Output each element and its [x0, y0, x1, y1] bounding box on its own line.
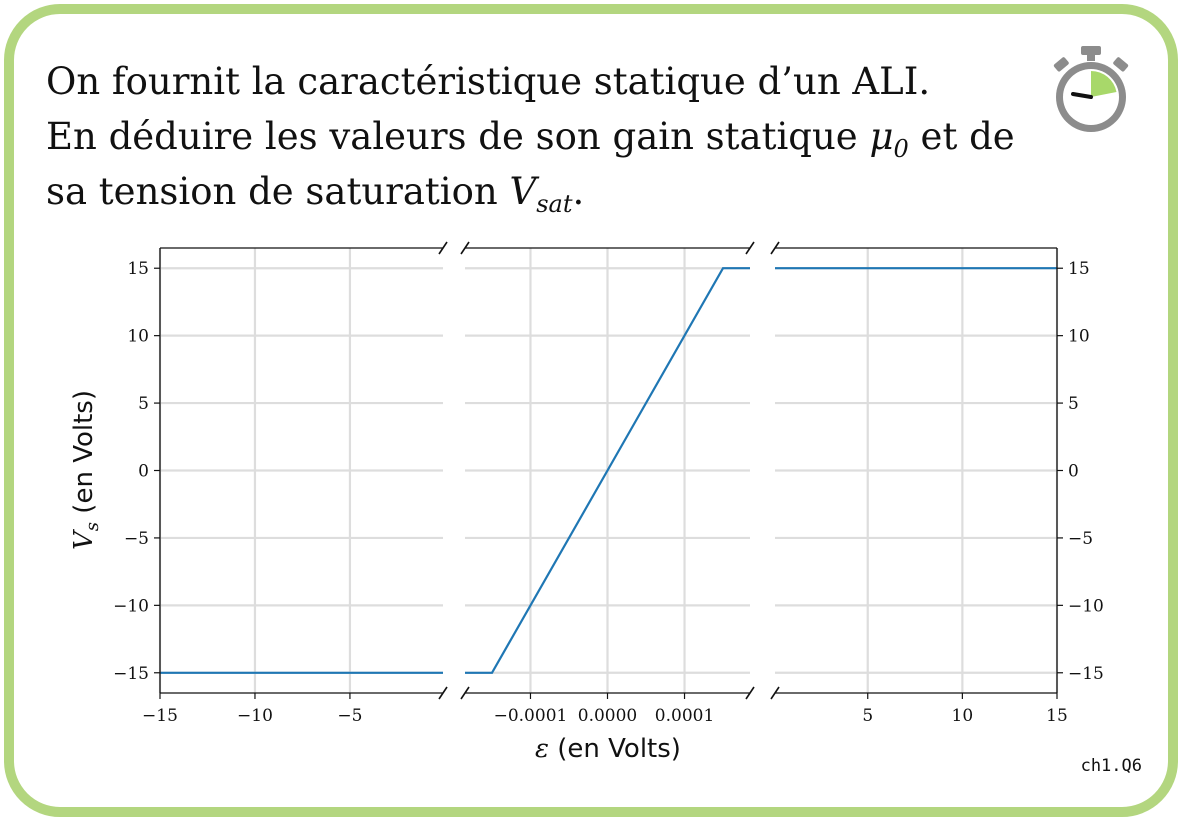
axis-break-mark — [438, 686, 448, 700]
y-tick-label-left: 0 — [138, 462, 149, 482]
axis-break-mark — [770, 686, 780, 700]
axis-break-mark — [745, 686, 755, 700]
y-axis-label: Vs (en Volts) — [69, 390, 103, 550]
axis-break-mark — [745, 241, 755, 255]
y-tick-label-left: −10 — [113, 596, 149, 616]
y-tick-label-left: 15 — [127, 259, 149, 279]
x-tick-label: −15 — [142, 706, 178, 726]
y-tick-label-left: 5 — [138, 394, 149, 414]
x-tick-label: −0.0001 — [494, 706, 568, 726]
question-text: On fournit la caractéristique statique d… — [46, 54, 1026, 219]
axis-break-mark — [438, 241, 448, 255]
y-tick-label-right: 5 — [1068, 394, 1079, 414]
card-frame — [4, 4, 1178, 817]
x-tick-label: 5 — [862, 706, 873, 726]
mu-subscript: 0 — [893, 135, 909, 163]
question-line-2: En déduire les valeurs de son gain stati… — [46, 115, 1015, 163]
x-tick-label: 0.0001 — [655, 706, 714, 726]
y-tick-label-left: −5 — [124, 529, 149, 549]
y-tick-label-right: 15 — [1068, 259, 1090, 279]
axis-break-mark — [460, 686, 470, 700]
y-tick-label-right: 10 — [1068, 327, 1090, 347]
question-line-1: On fournit la caractéristique statique d… — [46, 60, 931, 103]
x-tick-label: 0.0000 — [578, 706, 637, 726]
question-line-3: sa tension de saturation Vsat. — [46, 170, 585, 218]
v-subscript: sat — [536, 190, 573, 218]
series-line-vs — [465, 267, 750, 674]
y-tick-label-right: −10 — [1068, 596, 1104, 616]
x-tick-label: −10 — [237, 706, 273, 726]
stopwatch-icon — [1053, 46, 1129, 132]
y-tick-label-right: −15 — [1068, 664, 1104, 684]
v-symbol: V — [509, 170, 537, 213]
x-tick-label: −5 — [337, 706, 362, 726]
y-tick-label-left: 10 — [127, 327, 149, 347]
y-tick-label-right: −5 — [1068, 529, 1093, 549]
reference-code: ch1.Q6 — [1080, 756, 1142, 776]
x-tick-label: 15 — [1046, 706, 1068, 726]
axis-break-mark — [460, 241, 470, 255]
mu-symbol: μ — [869, 115, 894, 158]
x-axis-label: ε (en Volts) — [535, 734, 681, 764]
axis-break-mark — [770, 241, 780, 255]
y-tick-label-right: 0 — [1068, 462, 1079, 482]
y-tick-label-left: −15 — [113, 664, 149, 684]
x-tick-label: 10 — [952, 706, 974, 726]
